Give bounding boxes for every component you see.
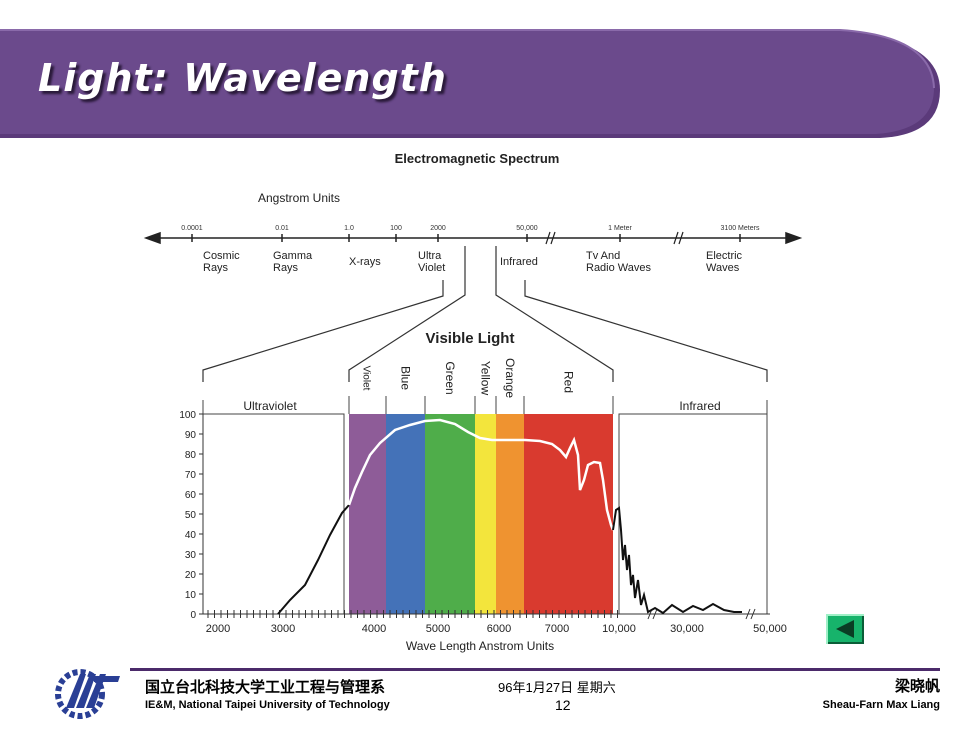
x-tick: 3000: [271, 623, 295, 635]
band-label-blue: Blue: [399, 366, 413, 390]
x-axis-breaks: [647, 608, 756, 620]
scale-tick: 3100 Meters: [721, 225, 760, 232]
angstrom-units-label: Angstrom Units: [258, 191, 340, 205]
x-tick: 7000: [545, 623, 569, 635]
band-radio-line1: Tv And: [586, 250, 620, 262]
x-axis-label: Wave Length Anstrom Units: [406, 639, 554, 653]
school-name-chinese: 国立台北科技大学工业工程与管理系: [145, 678, 386, 696]
band-separators: [348, 396, 614, 414]
band-x-rays: X-rays: [349, 256, 381, 268]
y-tick: 30: [185, 550, 197, 561]
slide-date: 96年1月27日 星期六: [498, 680, 616, 695]
x-tick: 5000: [426, 623, 450, 635]
scale-tick: 1 Meter: [608, 225, 632, 232]
x-tick: 2000: [206, 623, 230, 635]
x-tick: 30,000: [670, 623, 704, 635]
y-tick: 0: [190, 610, 196, 621]
band-yellow: [475, 414, 496, 614]
band-violet: [349, 414, 386, 614]
y-tick: 10: [185, 590, 197, 601]
university-logo: [55, 669, 120, 719]
y-tick: 80: [185, 450, 197, 461]
title-banner: [0, 29, 940, 138]
band-label-violet: Violet: [361, 366, 372, 391]
visible-bands: [349, 414, 613, 614]
band-green: [425, 414, 475, 614]
intensity-curve-ir: [612, 506, 742, 615]
figure-title: Electromagnetic Spectrum: [395, 151, 560, 166]
band-infrared: Infrared: [500, 256, 538, 268]
scale-tick: 0.0001: [181, 225, 203, 232]
x-tick: 4000: [362, 623, 386, 635]
band-label-green: Green: [443, 361, 457, 394]
band-ultraviolet-line1: Ultra: [418, 250, 442, 262]
band-ultraviolet-line2: Violet: [418, 262, 445, 274]
band-red: [524, 414, 613, 614]
infrared-label: Infrared: [679, 399, 720, 413]
y-tick: 40: [185, 530, 197, 541]
y-tick: 50: [185, 510, 197, 521]
band-radio-line2: Radio Waves: [586, 262, 652, 274]
band-gamma-rays-line2: Rays: [273, 262, 299, 274]
band-label-yellow: Yellow: [479, 361, 493, 396]
band-label-red: Red: [562, 371, 576, 393]
band-orange: [496, 414, 524, 614]
footer-divider: [130, 668, 940, 671]
scale-tick: 0.01: [275, 225, 289, 232]
band-electric-line1: Electric: [706, 250, 743, 262]
band-electric-line2: Waves: [706, 262, 740, 274]
triangle-left-icon: [836, 620, 854, 638]
school-name-english: IE&M, National Taipei University of Tech…: [145, 699, 390, 711]
y-tick: 90: [185, 430, 197, 441]
band-label-orange: Orange: [503, 358, 517, 398]
author-name-english: Sheau-Farn Max Liang: [822, 699, 940, 711]
axis-breaks: [545, 231, 684, 245]
y-tick: 70: [185, 470, 197, 481]
slide-title: Light: Wavelength: [38, 56, 447, 100]
band-cosmic-rays-line1: Cosmic: [203, 250, 240, 262]
previous-slide-button[interactable]: [826, 614, 864, 644]
x-tick: 10,000: [602, 623, 636, 635]
y-tick: 60: [185, 490, 197, 501]
author-name-chinese: 梁晓帆: [894, 677, 940, 695]
scale-tick: 50,000: [516, 225, 538, 232]
spectrum-axis: [143, 231, 803, 245]
band-gamma-rays-line1: Gamma: [273, 250, 313, 262]
y-tick: 20: [185, 570, 197, 581]
x-tick: 50,000: [753, 623, 787, 635]
ultraviolet-label: Ultraviolet: [243, 399, 297, 413]
visible-light-label: Visible Light: [426, 330, 515, 347]
scale-tick: 2000: [430, 225, 446, 232]
intensity-curve-uv: [277, 504, 350, 615]
scale-tick: 100: [390, 225, 402, 232]
x-axis: [203, 610, 770, 618]
x-tick: 6000: [487, 623, 511, 635]
zoom-connectors: [202, 246, 768, 382]
y-tick: 100: [179, 410, 196, 421]
page-number: 12: [555, 697, 571, 713]
intensity-curve-visible: [347, 418, 615, 531]
band-blue: [386, 414, 425, 614]
scale-tick: 1.0: [344, 225, 354, 232]
band-cosmic-rays-line2: Rays: [203, 262, 229, 274]
